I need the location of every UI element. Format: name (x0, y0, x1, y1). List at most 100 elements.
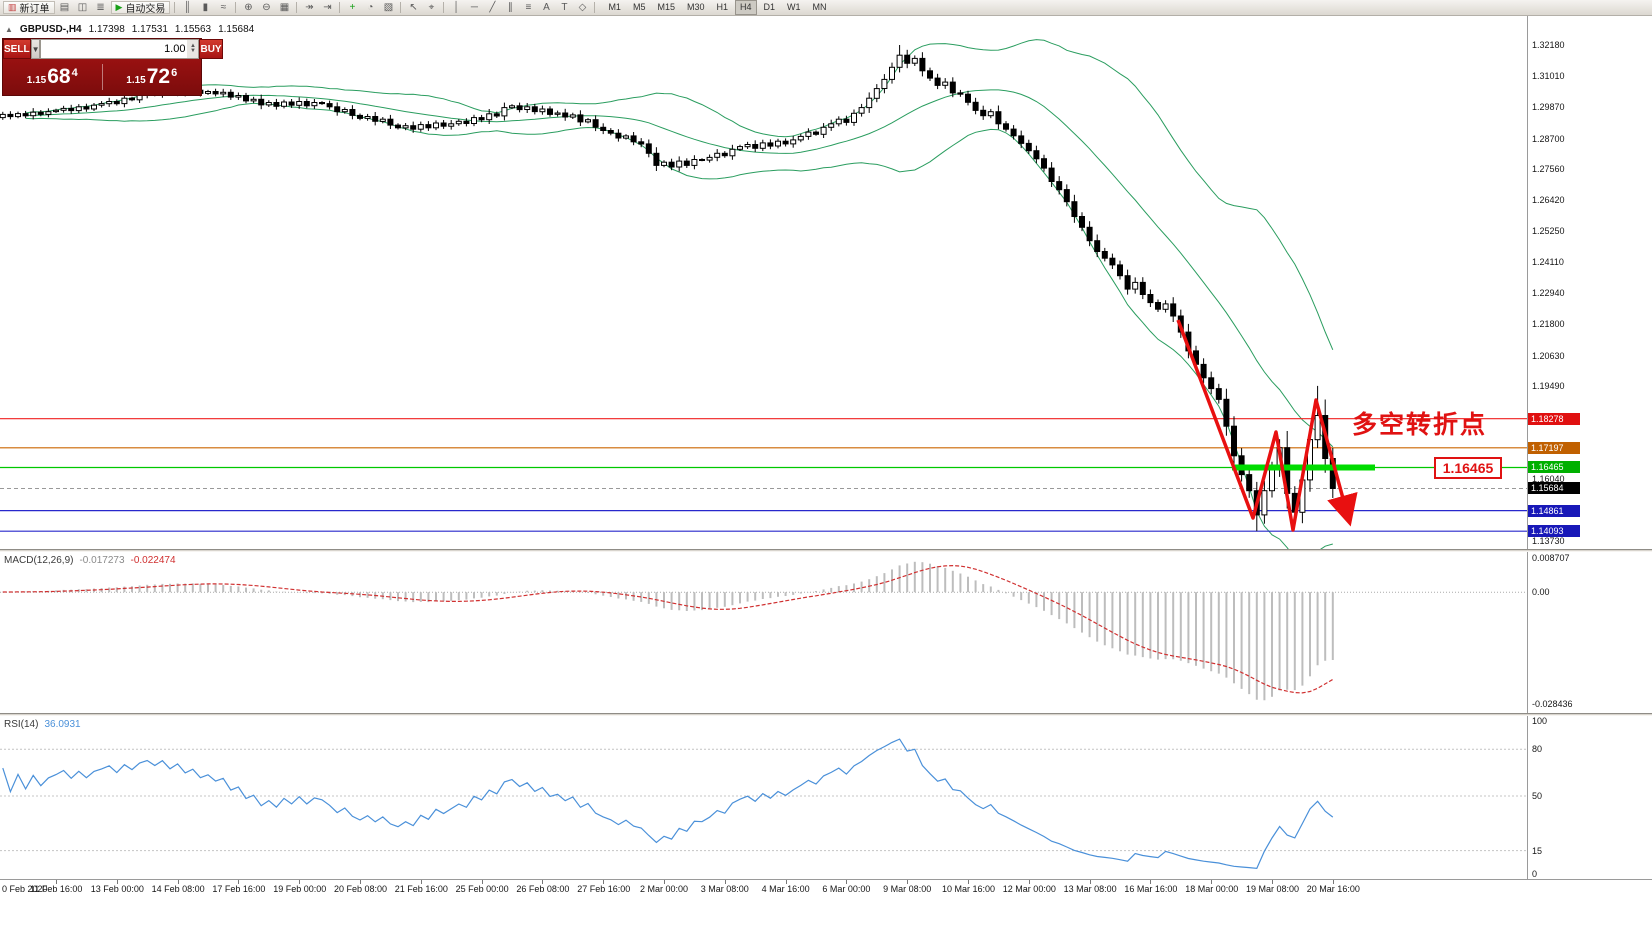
bar-chart-icon[interactable]: ║ (183, 2, 191, 13)
time-axis-tick (724, 880, 726, 884)
panel-divider[interactable] (0, 713, 1652, 716)
rsi-scale-label: 15 (1532, 845, 1543, 856)
toolbar: ▥ 新订单 ▤ ◫ ≣ ▶ 自动交易 ║ ▮ ≈ ⊕ ⊖ ▦ ↠ ⇥ + ◔ ▧ ↖ ⌖ │ ─ ╱ ∥ ≡ A T ◇ M1 M5 M1… (0, 0, 1652, 16)
timeframe-button-h4[interactable]: H4 (735, 0, 757, 15)
zoom-in-icon[interactable]: ⊕ (244, 2, 253, 13)
arrows-icon[interactable]: ◇ (578, 2, 587, 13)
price-level-callout[interactable]: 1.16465 (1434, 457, 1502, 479)
timeframe-button-w1[interactable]: W1 (787, 2, 801, 12)
price-chart-canvas[interactable] (0, 16, 1527, 549)
buy-button[interactable]: BUY (199, 39, 223, 59)
time-axis-label: 4 Mar 16:00 (761, 884, 810, 894)
timeframe-button-d1[interactable]: D1 (763, 2, 776, 12)
horizontal-line-icon[interactable]: ─ (470, 2, 478, 13)
buy-price[interactable]: 1.15 72 6 (126, 65, 178, 88)
macd-scale-label: 0.00 (1532, 587, 1550, 598)
tile-windows-icon[interactable]: ▦ (279, 2, 290, 13)
time-axis-tick (603, 880, 605, 884)
lot-spinner[interactable]: ▲ ▼ (187, 40, 199, 58)
autotrade-button[interactable]: ▶ 自动交易 (110, 1, 171, 15)
time-axis-label: 6 Mar 00:00 (822, 884, 871, 894)
data-window-icon[interactable]: ◫ (77, 2, 88, 13)
rsi-scale[interactable]: 100 80 50 15 0 (1527, 716, 1652, 879)
panel-divider[interactable] (0, 549, 1652, 552)
templates-icon[interactable]: ▧ (383, 2, 394, 13)
price-scale-label: 1.19490 (1532, 381, 1565, 392)
toolbar-separator (296, 2, 298, 13)
text-icon[interactable]: A (543, 2, 550, 13)
rsi-label-row: RSI(14) 36.0931 (4, 719, 81, 730)
vertical-line-icon[interactable]: │ (453, 2, 460, 13)
cursor-icon[interactable]: ↖ (409, 2, 418, 13)
line-chart-icon[interactable]: ≈ (220, 2, 227, 13)
price-scale[interactable]: 1.32180 1.31010 1.29870 1.28700 1.27560 1.264… (1527, 16, 1652, 549)
macd-canvas[interactable] (0, 552, 1527, 713)
time-axis-tick (1272, 880, 1273, 884)
trend-arrow-annotation[interactable] (1176, 319, 1358, 532)
time-axis-label: 20 Mar 16:00 (1306, 884, 1360, 894)
time-axis-tick (481, 880, 483, 884)
time-axis-tick (177, 880, 179, 884)
market-watch-icon[interactable]: ▤ (59, 2, 70, 13)
ohlc-open: 1.17398 (88, 24, 125, 35)
time-axis-tick (542, 880, 544, 884)
price-scale-label: 1.21800 (1532, 319, 1565, 330)
macd-value: -0.017273 (79, 555, 125, 566)
chart-shift-icon[interactable]: ⇥ (323, 2, 332, 13)
price-line-tag: 1.14093 (1528, 525, 1580, 538)
rsi-scale-label: 0 (1532, 869, 1538, 879)
text-label-icon[interactable]: T (561, 2, 568, 13)
timeframe-button-h1[interactable]: H1 (716, 2, 729, 12)
timeframe-button-m30[interactable]: M30 (686, 2, 705, 12)
crosshair-icon[interactable]: ⌖ (428, 2, 435, 13)
price-scale-label: 1.26420 (1532, 194, 1565, 205)
auto-scroll-icon[interactable]: ↠ (305, 2, 314, 13)
rsi-scale-label: 100 (1532, 716, 1548, 726)
trendline-icon[interactable]: ╱ (489, 2, 496, 13)
price-scale-label: 1.13730 (1532, 536, 1565, 546)
lot-size-input[interactable] (41, 40, 188, 58)
sell-price[interactable]: 1.15 68 4 (26, 65, 78, 88)
time-axis-tick (360, 880, 361, 884)
time-axis-label: 9 Mar 08:00 (883, 884, 932, 894)
rsi-scale-label: 50 (1532, 791, 1543, 801)
time-axis-label: 12 Mar 00:00 (1002, 884, 1056, 894)
time-axis-tick (785, 880, 787, 884)
price-scale-label: 1.24110 (1532, 256, 1564, 267)
macd-label: MACD(12,26,9) (4, 555, 74, 566)
turning-point-annotation[interactable]: 多空转折点 (1352, 411, 1488, 439)
rsi-value: 36.0931 (44, 719, 81, 730)
rsi-canvas[interactable] (0, 716, 1527, 879)
order-type-dropdown[interactable]: ▼ (30, 39, 41, 59)
time-axis-label: 27 Feb 16:00 (577, 884, 631, 894)
current-price-tag: 1.15684 (1528, 482, 1580, 495)
timeframe-button-mn[interactable]: MN (812, 2, 827, 12)
periods-icon[interactable]: ◔ (367, 2, 374, 13)
timeframe-button-m1[interactable]: M1 (608, 2, 621, 12)
navigator-icon[interactable]: ≣ (96, 2, 105, 13)
time-axis-label: 16 Mar 16:00 (1124, 884, 1178, 894)
candlestick-chart-icon[interactable]: ▮ (202, 2, 209, 13)
time-axis-tick (1089, 880, 1091, 884)
toolbar-items: ▥ 新订单 ▤ ◫ ≣ ▶ 自动交易 ║ ▮ ≈ ⊕ ⊖ ▦ ↠ ⇥ + ◔ ▧ ↖ ⌖ │ ─ ╱ ∥ ≡ A T ◇ (2, 0, 598, 15)
timeframe-button-m15[interactable]: M15 (657, 2, 675, 12)
new-order-button[interactable]: ▥ 新订单 (3, 1, 55, 15)
sell-button[interactable]: SELL (3, 39, 31, 59)
zoom-out-icon[interactable]: ⊖ (262, 2, 271, 13)
equidistant-channel-icon[interactable]: ∥ (507, 2, 513, 13)
time-axis[interactable]: 0 Feb 2020 11 Feb 16:00 13 Feb 00:00 14 Feb… (0, 879, 1652, 899)
rsi-label: RSI(14) (4, 719, 39, 730)
rsi-panel: RSI(14) 36.0931 100 80 50 15 0 (0, 716, 1652, 879)
macd-panel: MACD(12,26,9) -0.017273 -0.022474 0.008707… (0, 552, 1652, 713)
toolbar-separator (174, 2, 176, 13)
macd-scale[interactable]: 0.008707 0.00 -0.028436 (1527, 552, 1652, 713)
time-axis-label: 18 Mar 00:00 (1185, 884, 1239, 894)
time-axis-label: 11 Feb 16:00 (30, 884, 83, 894)
timeframe-button-m5[interactable]: M5 (632, 2, 646, 12)
ohlc-high: 1.17531 (131, 24, 168, 35)
fibonacci-icon[interactable]: ≡ (525, 2, 532, 13)
macd-signal-value: -0.022474 (130, 555, 176, 566)
time-axis-label: 21 Feb 16:00 (394, 884, 448, 894)
indicators-icon[interactable]: + (349, 2, 356, 13)
